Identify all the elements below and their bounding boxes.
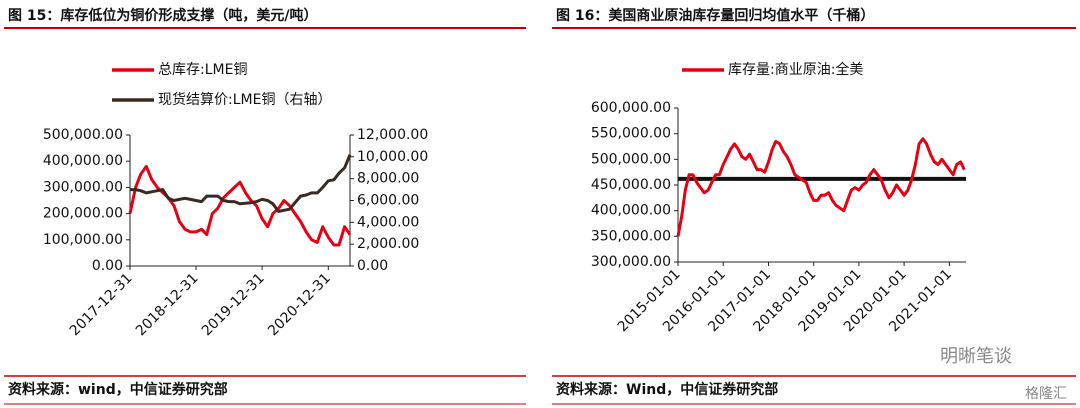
y-tick-label: 200,000.00 [43,206,123,222]
series-line [676,137,966,237]
y-tick-label: 100,000.00 [43,232,123,248]
y-tick-label: 300,000.00 [43,179,123,195]
y-tick-label: 0.00 [92,258,123,274]
y-tick-label: 500,000.00 [43,127,123,143]
x-tick-label: 2017-12-31 [67,270,136,339]
x-tick-label: 2018-12-31 [133,270,202,339]
y-tick-label: 600,000.00 [591,100,671,116]
y-tick-label: 350,000.00 [591,228,671,244]
y-tick-label: 400,000.00 [591,203,671,219]
y-tick-label: 450,000.00 [591,177,671,193]
legend-label: 总库存:LME铜 [158,62,247,78]
x-tick-label: 2019-12-31 [199,270,268,339]
y2-tick-label: 8,000.00 [357,171,419,187]
series-line [130,154,352,213]
y-tick-label: 400,000.00 [43,153,123,169]
chart-title: 图 16：美国商业原油库存量回归均值水平（千桶） [556,7,874,24]
y2-tick-label: 2,000.00 [357,236,419,252]
watermark: 明晰笔谈 [940,346,1012,367]
y-tick-label: 550,000.00 [591,126,671,142]
watermark: 格隆汇 [1025,386,1067,402]
chart-title: 图 15：库存低位为铜价形成支撑（吨，美元/吨） [8,7,317,24]
x-tick-label: 2020-12-31 [265,270,334,339]
series-line [128,164,352,247]
y2-tick-label: 6,000.00 [357,193,419,209]
y-tick-label: 300,000.00 [591,254,671,270]
y2-tick-label: 0.00 [357,258,388,274]
legend-label: 现货结算价:LME铜（右轴） [158,91,331,108]
y2-tick-label: 4,000.00 [357,214,419,230]
y2-tick-label: 10,000.00 [357,149,428,165]
source: 资料来源：Wind，中信证券研究部 [556,381,778,398]
legend-label: 库存量:商业原油:全美 [728,61,863,78]
y2-tick-label: 12,000.00 [357,127,428,143]
source: 资料来源：wind，中信证券研究部 [8,381,228,398]
y-tick-label: 500,000.00 [591,151,671,167]
